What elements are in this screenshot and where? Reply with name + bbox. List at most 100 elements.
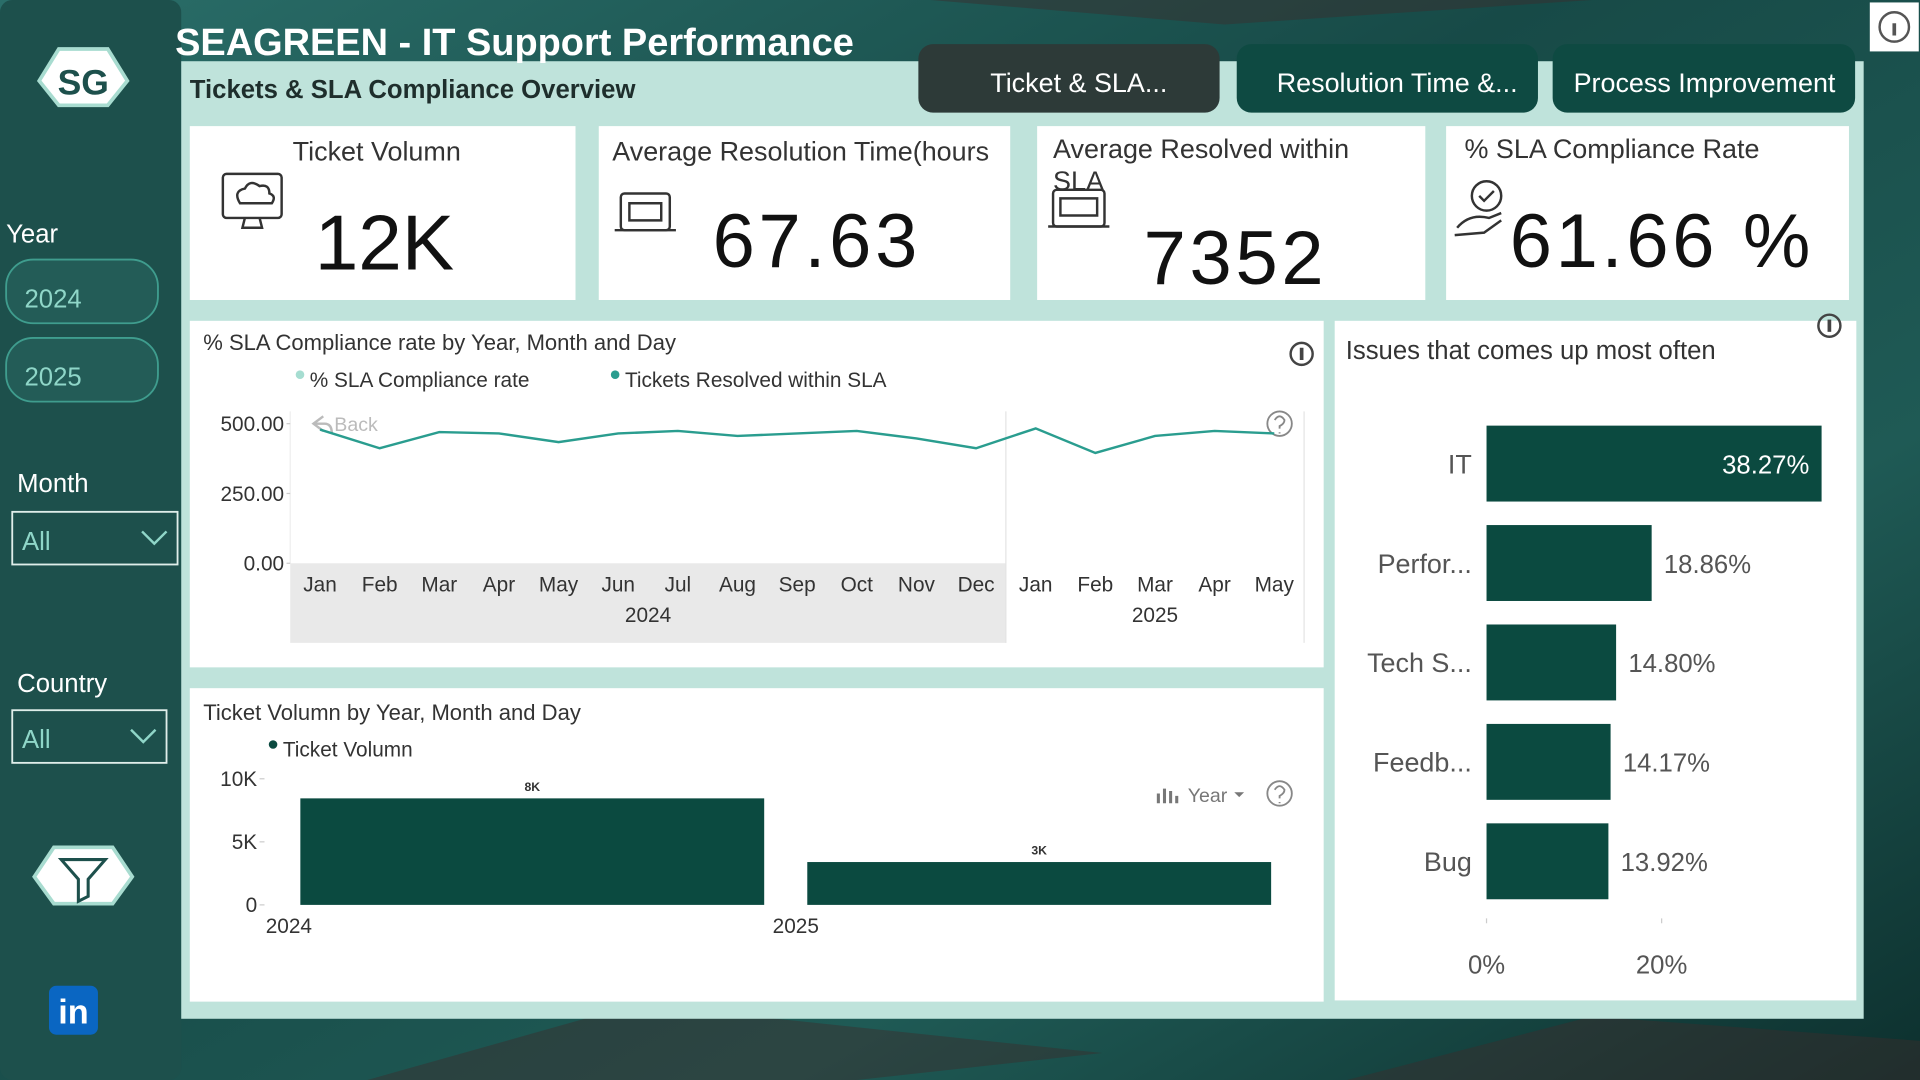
year-option[interactable]: 2025 bbox=[24, 364, 81, 392]
kpi-title: Ticket Volumn bbox=[292, 135, 461, 167]
kpi-card bbox=[1037, 126, 1426, 300]
page-title: SEAGREEN - IT Support Performance bbox=[175, 22, 854, 64]
kpi-value: 67.63 bbox=[713, 199, 921, 284]
y-tick-label: 10K bbox=[220, 768, 257, 791]
help-glyph bbox=[1273, 785, 1286, 804]
x-tick-label: Jan bbox=[303, 573, 337, 596]
x-tick-label: May bbox=[539, 573, 579, 596]
y-tick-label: 5K bbox=[232, 831, 258, 854]
y-tick-label: Perfor... bbox=[1378, 549, 1472, 579]
help-glyph bbox=[1273, 415, 1286, 434]
info-icon[interactable] bbox=[1289, 341, 1314, 367]
legend-label: % SLA Compliance rate bbox=[310, 369, 530, 392]
x-group-label: 2025 bbox=[1132, 604, 1178, 627]
info-icon-bar bbox=[1299, 347, 1304, 360]
help-icon[interactable] bbox=[1266, 780, 1293, 807]
x-tick-label: 0% bbox=[1468, 951, 1505, 979]
x-tick-label: 20% bbox=[1636, 951, 1687, 979]
x-tick-label: Feb bbox=[1077, 573, 1113, 596]
chart-title: Issues that comes up most often bbox=[1346, 337, 1716, 365]
data-label: 13.92% bbox=[1621, 849, 1708, 877]
icon-hand bbox=[1454, 190, 1502, 237]
chart-title: Ticket Volumn by Year, Month and Day bbox=[203, 700, 581, 725]
x-tick-label: Sep bbox=[779, 573, 816, 596]
linkedin-label[interactable]: in bbox=[58, 994, 88, 1032]
data-label: 38.27% bbox=[1722, 451, 1809, 479]
tab[interactable] bbox=[1552, 44, 1856, 113]
kpi-title-box: % SLA Compliance Rate bbox=[1464, 133, 1759, 164]
x-tick-label: Mar bbox=[1137, 573, 1173, 596]
data-label: 18.86% bbox=[1664, 551, 1751, 579]
drill-icon bbox=[1156, 788, 1179, 804]
data-label: 14.80% bbox=[1628, 650, 1715, 678]
filter-label: Year bbox=[6, 220, 58, 248]
clear-filter-button[interactable] bbox=[32, 845, 135, 906]
info-icon bbox=[1878, 11, 1911, 43]
back-arrow[interactable] bbox=[311, 415, 334, 434]
year-button[interactable] bbox=[5, 258, 159, 325]
kpi-title: Average Resolved within SLA bbox=[1053, 133, 1350, 196]
kpi-title-box: Average Resolution Time(hours bbox=[612, 135, 990, 167]
legend-marker bbox=[268, 740, 278, 749]
x-tick-label: Oct bbox=[841, 573, 874, 596]
kpi-value: 7352 bbox=[1144, 216, 1328, 301]
bar bbox=[807, 862, 1272, 905]
data-label: 3K bbox=[1031, 844, 1047, 858]
info-icon[interactable] bbox=[1817, 313, 1842, 338]
help-icon[interactable] bbox=[1266, 410, 1293, 437]
kpi-title-box: Average Resolved within SLA bbox=[1053, 133, 1350, 196]
linkedin-button[interactable] bbox=[48, 985, 98, 1035]
data-label: 14.17% bbox=[1623, 750, 1710, 778]
kpi-icons bbox=[221, 172, 1503, 237]
legend-label: Ticket Volumn bbox=[283, 739, 413, 762]
icon-laptop-detail bbox=[614, 202, 676, 232]
bar bbox=[1486, 823, 1609, 900]
line-series bbox=[319, 427, 1275, 455]
back-label: Back bbox=[334, 414, 378, 436]
chevron bbox=[130, 728, 157, 744]
y-tick-label: Feedb... bbox=[1373, 748, 1472, 778]
y-tick-label: 250.00 bbox=[220, 483, 284, 506]
logo-shape bbox=[36, 47, 130, 108]
year-button[interactable] bbox=[5, 337, 159, 403]
data-label: 8K bbox=[524, 780, 540, 794]
bar bbox=[1486, 425, 1822, 502]
kpi-card bbox=[1446, 126, 1849, 300]
tab[interactable] bbox=[1236, 44, 1538, 113]
kpi-title: Average Resolution Time(hours bbox=[612, 135, 990, 167]
drill-caret bbox=[1234, 792, 1245, 798]
drill-label: Year bbox=[1188, 785, 1228, 807]
x-tick-label: Mar bbox=[421, 573, 457, 596]
kpi-card bbox=[189, 126, 576, 300]
y-tick-label: IT bbox=[1448, 449, 1472, 479]
tab[interactable] bbox=[918, 44, 1220, 113]
x-tick-label: Jan bbox=[1019, 573, 1053, 596]
x-tick-label: Apr bbox=[483, 573, 515, 596]
kpi-value: 12K bbox=[315, 198, 454, 286]
page-subtitle: Tickets & SLA Compliance Overview bbox=[190, 76, 637, 104]
x-group-label: 2024 bbox=[625, 604, 671, 627]
x-tick-label: 2024 bbox=[266, 915, 312, 938]
tab-label[interactable]: Process Improvement bbox=[1574, 68, 1836, 98]
tab-label[interactable]: Ticket & SLA... bbox=[990, 68, 1167, 98]
legend-label: Tickets Resolved within SLA bbox=[625, 369, 887, 392]
year-option[interactable]: 2024 bbox=[24, 285, 81, 313]
x-tick-label: Jun bbox=[601, 573, 635, 596]
x-tick-label: Feb bbox=[362, 573, 398, 596]
y-tick-label: Bug bbox=[1424, 847, 1472, 877]
kpi-card bbox=[598, 126, 1011, 300]
filter-label: Country bbox=[17, 670, 107, 698]
card-icons bbox=[311, 313, 1842, 807]
chart-title: % SLA Compliance rate by Year, Month and… bbox=[203, 330, 676, 355]
icon-badge bbox=[1470, 180, 1503, 212]
bar bbox=[300, 798, 765, 905]
bar bbox=[1486, 624, 1617, 701]
kpi-title-box: Ticket Volumn bbox=[292, 135, 461, 167]
country-dropdown[interactable] bbox=[11, 709, 168, 764]
dropdown-value[interactable]: All bbox=[22, 528, 51, 556]
info-icon-bar bbox=[1892, 23, 1897, 36]
x-tick-label: Nov bbox=[898, 573, 936, 596]
dropdown-value[interactable]: All bbox=[22, 726, 51, 754]
tab-label[interactable]: Resolution Time &... bbox=[1277, 68, 1518, 98]
